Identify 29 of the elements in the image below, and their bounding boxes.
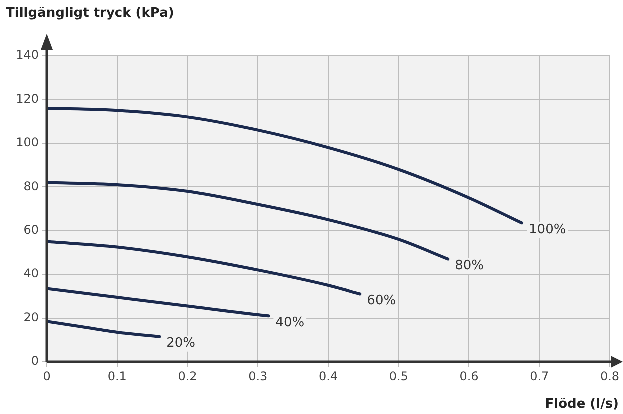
y-tick-label: 80 [24,179,39,194]
y-tick-label: 120 [16,92,39,106]
y-tick-label: 40 [24,266,39,281]
x-tick-label: 0 [43,369,51,384]
x-tick-label: 0.1 [108,369,127,384]
line-series [47,106,524,225]
x-axis-title: Flöde (l/s) [545,397,619,412]
y-axis-title: Tillgängligt tryck (kPa) [6,6,174,21]
y-tick-label: 100 [16,136,39,150]
line-series [47,181,450,261]
x-tick-label: 0.5 [389,369,408,384]
series-label: 60% [367,294,396,309]
series-label: 40% [276,315,305,330]
x-tick-label: 0.3 [248,369,268,384]
y-tick-label: 140 [16,48,39,62]
line-series [47,320,162,338]
x-tick-label: 0.6 [460,369,479,384]
x-tick-label: 0.8 [600,369,620,384]
series-label: 100% [529,222,566,238]
x-tick-label: 0.4 [318,369,338,384]
x-tick-label: 0.2 [178,369,198,384]
series-label: 20% [166,336,196,352]
y-tick-label: 0 [31,354,39,368]
y-tick-label: 20 [24,310,39,324]
x-tick-label: 0.7 [530,369,550,384]
y-tick-label: 60 [24,222,39,237]
line-series [47,240,362,296]
series-label: 80% [455,258,484,274]
line-series [47,287,270,318]
